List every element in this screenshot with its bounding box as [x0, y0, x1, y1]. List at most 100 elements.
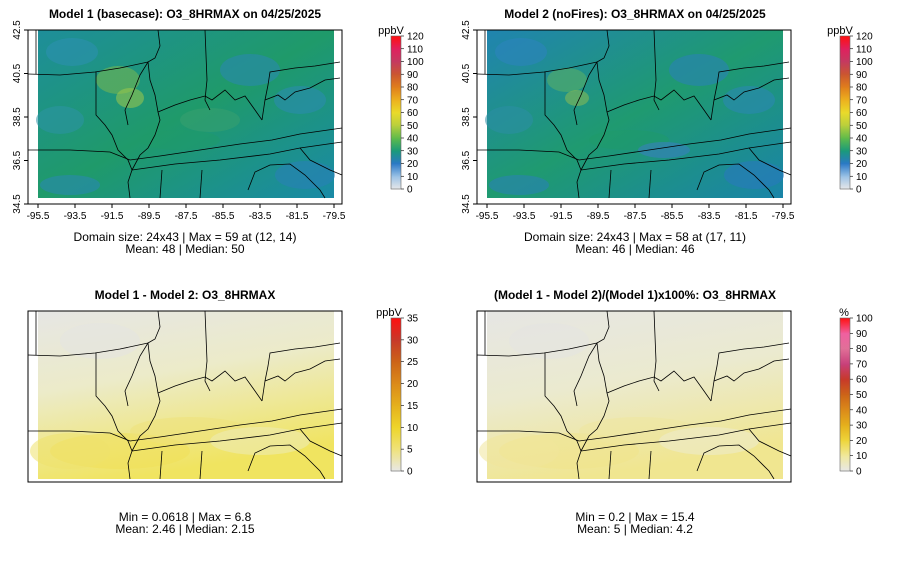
colorbar-segment: [391, 138, 401, 152]
field-patch: [30, 433, 110, 469]
state-boundary: [477, 430, 610, 442]
colorbar-segment: [391, 74, 401, 88]
x-tick-label: -93.5: [64, 211, 87, 222]
field-patch: [274, 86, 326, 114]
colorbar-tick-label: 10: [856, 451, 868, 462]
state-boundary: [696, 444, 775, 480]
panel-title: Model 2 (noFires): O3_8HRMAX on 04/25/20…: [504, 7, 766, 21]
state-boundaries: [476, 29, 792, 199]
colorbar-tick-label: 100: [856, 314, 873, 325]
x-tick-label: -89.5: [138, 211, 161, 222]
field-patch: [116, 88, 144, 108]
colorbar-segment: [391, 36, 401, 50]
colorbar-segment: [840, 394, 850, 411]
y-tick-label: 42.5: [461, 20, 472, 40]
x-tick-label: -95.5: [27, 211, 50, 222]
caption-line-1: Domain size: 24x43 | Max = 58 at (17, 11…: [524, 230, 746, 244]
caption-line-1: Min = 0.2 | Max = 15.4: [575, 510, 695, 524]
state-boundary: [27, 61, 149, 76]
colorbar-tick-label: 110: [407, 44, 423, 55]
state-boundary: [124, 342, 149, 407]
x-tick-label: -85.5: [661, 211, 684, 222]
field-patch: [489, 175, 549, 195]
field-patch: [638, 142, 690, 158]
field-patch: [140, 130, 220, 150]
field-patch: [547, 68, 587, 92]
colorbar-segment: [391, 449, 401, 472]
colorbar-tick-label: 110: [856, 44, 872, 55]
y-tick-label: 34.5: [461, 194, 472, 214]
colorbar-tick-label: 20: [407, 159, 419, 170]
colorbar-tick-label: 10: [856, 172, 868, 183]
colorbar-tick-label: 60: [856, 375, 868, 386]
state-boundary: [580, 61, 610, 171]
colorbar-unit: %: [839, 307, 849, 319]
y-tick-label: 38.5: [12, 107, 23, 127]
x-tick-label: -83.5: [249, 211, 272, 222]
plot-frame: [476, 310, 792, 483]
state-boundary: [580, 342, 610, 452]
state-boundary: [573, 342, 598, 407]
colorbar-segment: [840, 409, 850, 426]
state-boundary: [204, 310, 211, 392]
colorbar-segment: [840, 363, 850, 380]
state-boundary: [648, 450, 652, 480]
x-tick-label: -81.5: [286, 211, 309, 222]
colorbar-segment: [840, 333, 850, 350]
colorbar-tick-label: 30: [856, 146, 868, 157]
state-boundary: [608, 450, 612, 480]
colorbar-tick-label: 80: [856, 344, 868, 355]
colorbar-segment: [391, 405, 401, 428]
caption-line-1: Min = 0.0618 | Max = 6.8: [119, 510, 252, 524]
state-boundary: [696, 163, 775, 199]
state-boundary: [247, 444, 326, 480]
field-patch: [210, 427, 310, 455]
panel-title: Model 1 (basecase): O3_8HRMAX on 04/25/2…: [49, 7, 321, 21]
colorbar-tick-label: 10: [407, 172, 419, 183]
colorbar-segment: [391, 163, 401, 177]
x-tick-label: -95.5: [476, 211, 499, 222]
state-boundary: [131, 141, 343, 171]
state-boundary: [648, 169, 652, 199]
state-boundary: [264, 358, 341, 382]
colorbar-tick-label: 100: [856, 57, 873, 68]
state-boundary: [713, 77, 790, 101]
colorbar-segment: [391, 339, 401, 363]
colorbar-unit: ppbV: [378, 25, 404, 37]
state-boundary: [131, 61, 161, 171]
colorbar-segment: [840, 99, 850, 113]
field-patch: [40, 175, 100, 195]
y-tick-label: 36.5: [461, 150, 472, 170]
x-axis: -95.5 -93.5 -91.5 -89.5 -87.5 -85.5 -83.5 -81.5…: [27, 204, 346, 222]
field-patch: [60, 323, 140, 359]
colorbar-tick-label: 25: [407, 357, 419, 368]
panel-model1: Model 1 (basecase): O3_8HRMAX on 04/25/2…: [12, 7, 424, 256]
state-boundary: [204, 29, 211, 111]
panel-title: Model 1 - Model 2: O3_8HRMAX: [95, 288, 276, 302]
y-tick-label: 42.5: [12, 20, 23, 40]
colorbar-tick-label: 40: [856, 134, 868, 145]
state-boundary: [653, 29, 660, 111]
colorbar-tick-label: 0: [856, 467, 862, 478]
colorbar-segment: [391, 318, 401, 341]
colorbar-segment: [840, 87, 850, 101]
state-boundary: [159, 408, 343, 438]
x-tick-label: -91.5: [101, 211, 124, 222]
field-patch: [180, 108, 240, 132]
colorbar-tick-label: 100: [407, 57, 424, 68]
state-boundary: [544, 353, 582, 480]
x-axis: -95.5 -93.5 -91.5 -89.5 -87.5 -85.5 -83.5 -81.5…: [476, 204, 795, 222]
colorbar-segment: [391, 176, 401, 190]
colorbar-tick-label: 50: [856, 390, 868, 401]
colorbar-segment: [840, 112, 850, 126]
state-boundary: [131, 422, 343, 452]
state-boundary: [748, 428, 792, 457]
x-tick-label: -91.5: [550, 211, 573, 222]
state-boundary: [131, 342, 161, 452]
colorbar-unit: ppbV: [376, 307, 402, 319]
colorbar-segment: [840, 150, 850, 164]
field-patch: [479, 433, 559, 469]
x-tick-label: -87.5: [175, 211, 198, 222]
